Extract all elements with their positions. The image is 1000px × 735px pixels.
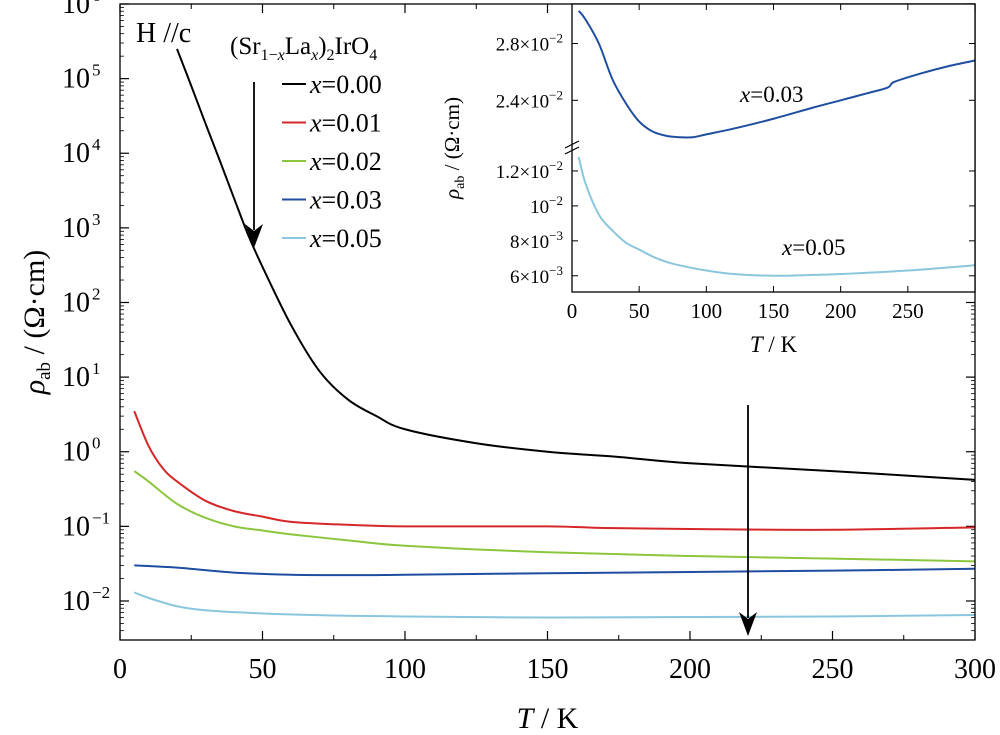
inset-y-tick-label: 10−2 <box>530 193 563 218</box>
inset-x-tick-label: 50 <box>629 299 650 323</box>
y-tick-exponent: 4 <box>92 135 101 154</box>
main-legend: x=0.00 x=0.01 x=0.02 x=0.03 x=0.05 <box>282 70 382 253</box>
series-line-x=0.05 <box>133 591 976 619</box>
x-tick-label: 300 <box>954 654 996 685</box>
y-tick-exponent: −2 <box>92 583 110 602</box>
main-arrows <box>245 82 757 636</box>
inset-x-tick-label: 250 <box>892 299 924 323</box>
x-tick-label: 100 <box>384 654 426 685</box>
y-tick-label: 10 <box>62 0 90 20</box>
y-tick-label: 10 <box>62 287 90 318</box>
inset-x-axis-label: T / K <box>750 332 798 357</box>
y-tick-label: 10 <box>62 437 90 468</box>
inset-series-line-x=0.03 <box>577 10 976 139</box>
inset-series-lines <box>577 10 976 277</box>
y-tick-exponent: −1 <box>92 508 110 527</box>
inset-series-label: x=0.03 <box>739 82 803 107</box>
y-tick-label: 10 <box>62 64 90 95</box>
legend-label: x=0.02 <box>309 147 382 176</box>
x-tick-label: 250 <box>812 654 854 685</box>
inset-y-tick-label: 2.4×10−2 <box>496 87 563 112</box>
y-tick-label: 10 <box>62 586 90 617</box>
x-axis-label: T / K <box>517 702 579 735</box>
y-tick-exponent: 6 <box>92 0 101 5</box>
inset-series-line-x=0.05 <box>577 156 976 277</box>
y-tick-label: 10 <box>62 511 90 542</box>
inset-x-tick-label: 150 <box>758 299 790 323</box>
inset-x-tick-label: 200 <box>825 299 857 323</box>
inset-y-tick-label: 2.8×10−2 <box>496 31 563 56</box>
compound-label: (Sr1−xLax)2IrO4 <box>230 33 377 64</box>
series-line-x=0.00 <box>176 48 976 481</box>
y-tick-label: 10 <box>62 362 90 393</box>
inset-x-tick-label: 0 <box>567 299 578 323</box>
inset-x-tick-label: 100 <box>691 299 723 323</box>
legend-arrow-head <box>245 224 263 248</box>
field-label: H //c <box>136 18 191 49</box>
legend-label: x=0.05 <box>309 224 382 253</box>
x-tick-label: 200 <box>669 654 711 685</box>
series-line-x=0.03 <box>134 564 976 577</box>
inset-tick-labels: 0 50 100 150 200 250 2.8×10−2 2.4×10−2 1.2×10−2 1… <box>440 31 924 358</box>
legend-label: x=0.03 <box>309 186 382 215</box>
y-tick-exponent: 1 <box>92 359 101 378</box>
inset-y-tick-label: 1.2×10−2 <box>496 158 563 183</box>
x-tick-label: 0 <box>113 654 127 685</box>
main-plot-frame <box>119 3 976 641</box>
series-line-x=0.02 <box>133 470 976 563</box>
y-tick-label: 10 <box>62 138 90 169</box>
y-tick-exponent: 0 <box>92 434 101 453</box>
inset-series-label: x=0.05 <box>781 235 845 260</box>
inset-y-tick-label: 6×10−3 <box>510 263 563 288</box>
legend-label: x=0.01 <box>309 109 382 138</box>
curve-arrow-head <box>739 612 757 636</box>
x-tick-label: 150 <box>527 654 569 685</box>
main-annotations: H //c (Sr1−xLax)2IrO4 <box>136 18 377 64</box>
main-series-lines <box>133 48 976 619</box>
inset-plot: 0 50 100 150 200 250 2.8×10−2 2.4×10−2 1.2×10−2 1… <box>440 3 976 358</box>
inset-plot-frame <box>571 3 976 293</box>
series-line-x=0.01 <box>133 410 976 531</box>
inset-annotations: x=0.03 x=0.05 <box>739 82 845 260</box>
y-tick-exponent: 2 <box>92 284 101 303</box>
y-tick-exponent: 3 <box>92 210 101 229</box>
y-axis-label: ρab / (Ω·cm) <box>18 250 55 396</box>
inset-y-tick-label: 8×10−3 <box>510 228 563 253</box>
x-tick-label: 50 <box>249 654 277 685</box>
y-tick-exponent: 5 <box>92 61 101 80</box>
legend-label: x=0.00 <box>309 70 382 99</box>
y-tick-label: 10 <box>62 213 90 244</box>
inset-background <box>572 4 975 292</box>
inset-y-axis-label: ρab / (Ω·cm) <box>440 97 468 200</box>
